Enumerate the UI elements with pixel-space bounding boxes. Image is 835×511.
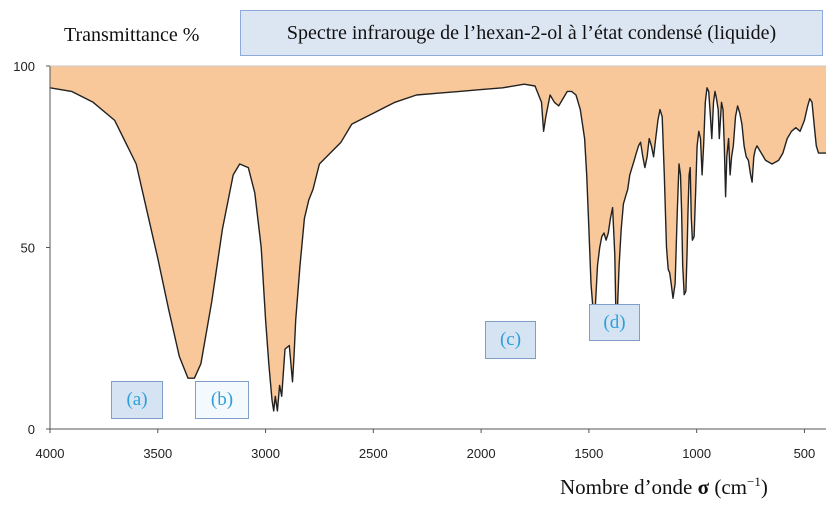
peak-label-c: (c) xyxy=(485,321,536,359)
x-tick-label: 3000 xyxy=(251,446,280,461)
x-tick-label: 1500 xyxy=(574,446,603,461)
x-tick-label: 3500 xyxy=(143,446,172,461)
peak-label-d: (d) xyxy=(589,304,640,341)
peak-label-b: (b) xyxy=(195,381,249,419)
y-tick-label: 100 xyxy=(13,59,35,74)
x-tick-label: 1000 xyxy=(682,446,711,461)
y-tick-label: 0 xyxy=(28,422,35,437)
x-tick-label: 2000 xyxy=(467,446,496,461)
sigma-symbol: σ xyxy=(697,475,710,499)
chart-title: Spectre infrarouge de l’hexan-2-ol à l’é… xyxy=(240,10,823,56)
plot-area xyxy=(49,66,826,412)
y-tick-label: 50 xyxy=(21,241,35,256)
x-axis-unit-exponent: −1 xyxy=(746,474,761,489)
absorbance-fill xyxy=(50,66,826,411)
y-axis-ticks: 0 50 100 xyxy=(13,59,50,437)
spectrum-line xyxy=(49,83,826,412)
x-axis-label-text: Nombre d’onde xyxy=(560,475,698,499)
peak-label-a: (a) xyxy=(111,381,163,419)
x-axis-ticks: 4000 3500 3000 2500 2000 1500 1000 500 xyxy=(36,429,816,461)
x-axis-unit: (cm xyxy=(709,475,747,499)
x-tick-label: 500 xyxy=(794,446,816,461)
x-tick-label: 2500 xyxy=(359,446,388,461)
x-axis-unit-close: ) xyxy=(760,475,768,499)
chart-title-text: Spectre infrarouge de l’hexan-2-ol à l’é… xyxy=(286,21,777,44)
x-axis-label: Nombre d’onde σ (cm−1) xyxy=(560,474,768,500)
y-axis-label: Transmittance % xyxy=(64,24,200,46)
x-tick-label: 4000 xyxy=(36,446,65,461)
